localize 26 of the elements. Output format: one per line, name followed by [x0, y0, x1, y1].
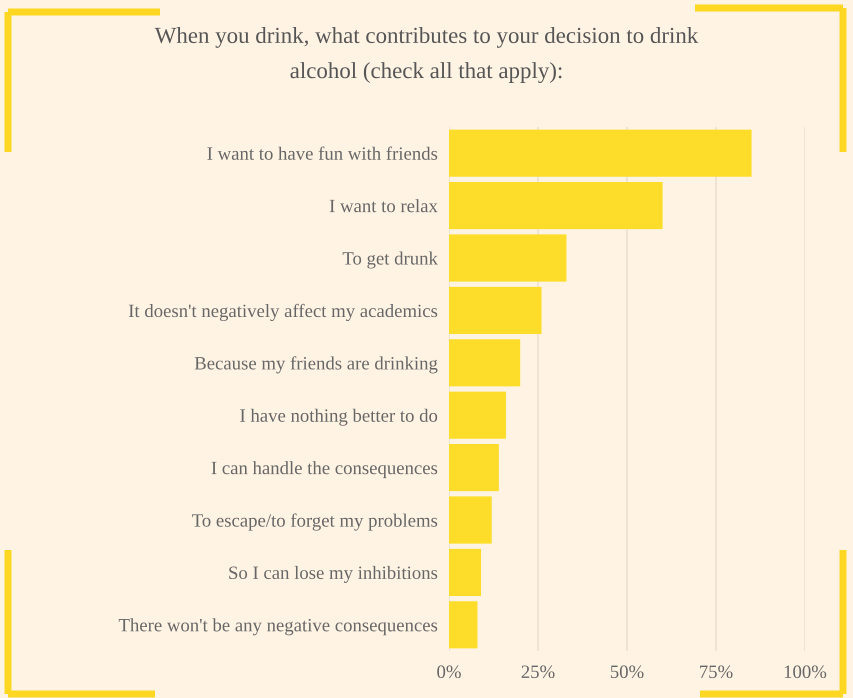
y-tick-label: Because my friends are drinking — [194, 356, 438, 374]
y-tick-label: I can handle the consequences — [212, 461, 438, 478]
bar — [449, 234, 566, 282]
y-tick-label: To escape/to forget my problems — [192, 513, 438, 531]
y-tick-label: It doesn't negatively affect my academics — [128, 304, 438, 322]
y-tick-label: There won't be any negative consequences — [118, 618, 438, 636]
bar — [449, 601, 478, 648]
y-tick-label: So I can lose my inhibitions — [229, 566, 438, 583]
y-tick-label: To get drunk — [342, 251, 438, 269]
x-tick-label: 75% — [700, 665, 733, 678]
x-tick-label: 0% — [437, 665, 461, 678]
bar — [449, 182, 663, 230]
bar — [449, 130, 752, 177]
chart-title: When you drink, what contributes to your decision to drink alcohol (check all that apply): — [154, 26, 698, 84]
bar — [449, 286, 542, 334]
bar — [449, 444, 499, 492]
x-tick-label: 25% — [522, 665, 555, 678]
y-tick-label: I want to have fun with friends — [207, 146, 438, 160]
bar — [449, 339, 520, 386]
x-tick-label: 50% — [610, 665, 644, 678]
y-tick-label: I want to relax — [330, 199, 438, 212]
bar — [449, 392, 506, 439]
y-tick-label: I have nothing better to do — [240, 408, 438, 426]
x-tick-label: 100% — [784, 665, 826, 678]
bar — [449, 496, 492, 544]
bar — [449, 548, 482, 596]
